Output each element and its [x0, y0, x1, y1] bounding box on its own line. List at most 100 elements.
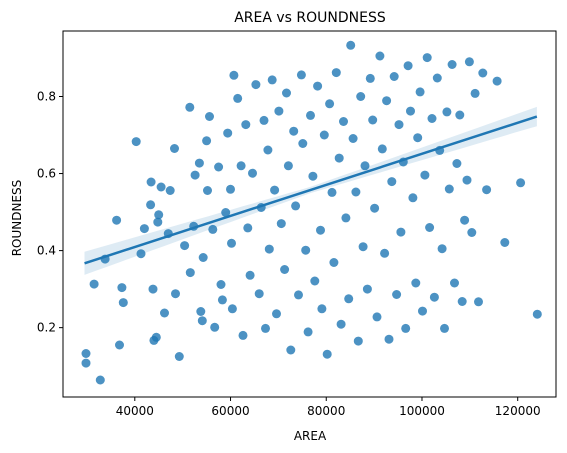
data-point — [482, 185, 492, 195]
data-point — [286, 345, 296, 355]
data-point — [203, 186, 212, 195]
data-point — [151, 332, 161, 342]
data-point — [377, 144, 387, 154]
data-point — [81, 349, 91, 358]
data-point — [462, 175, 472, 185]
data-point — [291, 201, 301, 211]
data-point — [131, 137, 141, 147]
data-point — [360, 161, 370, 171]
data-point — [81, 358, 91, 368]
data-point — [238, 330, 248, 340]
data-point — [196, 307, 206, 316]
chart-title: AREA vs ROUNDNESS — [234, 10, 386, 26]
data-point — [282, 88, 291, 98]
data-point — [440, 323, 449, 333]
data-point — [411, 278, 421, 288]
data-point — [331, 68, 341, 78]
data-point — [272, 309, 281, 319]
data-point — [210, 322, 220, 332]
data-point — [353, 336, 363, 346]
data-point — [415, 87, 425, 97]
y-tick-label: 0.8 — [37, 89, 56, 103]
data-point — [387, 177, 397, 187]
data-point — [296, 70, 306, 80]
data-point — [214, 162, 224, 172]
data-point — [444, 184, 454, 194]
data-point — [146, 177, 156, 187]
data-point — [303, 327, 313, 337]
data-point — [396, 227, 406, 237]
data-point — [516, 178, 526, 188]
data-point — [185, 268, 195, 278]
data-point — [442, 107, 452, 117]
data-point — [447, 60, 457, 69]
data-point — [289, 126, 299, 136]
data-point — [478, 68, 488, 78]
data-point — [202, 136, 212, 146]
data-point — [227, 238, 236, 248]
data-point — [356, 92, 366, 101]
data-point — [165, 186, 175, 195]
data-point — [254, 289, 264, 299]
data-point — [180, 241, 190, 251]
data-point — [429, 292, 439, 302]
data-point — [470, 88, 480, 98]
data-point — [450, 278, 459, 288]
x-tick-label: 40000 — [116, 404, 154, 418]
data-point — [437, 244, 447, 254]
data-point — [112, 215, 122, 225]
data-point — [198, 253, 208, 262]
data-point — [217, 295, 227, 305]
data-point — [322, 349, 332, 359]
data-point — [455, 110, 465, 120]
data-point — [294, 290, 303, 300]
data-point — [226, 184, 235, 194]
data-point — [452, 159, 462, 168]
plot-area — [81, 40, 542, 385]
data-point — [227, 304, 237, 314]
data-point — [115, 340, 124, 350]
data-point — [365, 73, 375, 83]
data-point — [370, 203, 380, 213]
data-point — [236, 161, 246, 171]
x-tick-label: 60000 — [211, 404, 249, 418]
data-point — [346, 40, 356, 50]
data-point — [368, 115, 378, 125]
data-point — [392, 290, 402, 299]
data-point — [194, 158, 204, 168]
data-point — [467, 228, 477, 237]
data-point — [160, 308, 169, 318]
data-point — [139, 224, 149, 234]
data-point — [310, 276, 320, 286]
data-point — [245, 270, 255, 280]
data-point — [251, 80, 261, 90]
data-point — [336, 319, 346, 329]
data-point — [283, 161, 293, 171]
data-point — [403, 61, 413, 71]
data-point — [298, 139, 308, 148]
data-point — [313, 81, 323, 91]
data-point — [325, 99, 335, 109]
data-point — [408, 193, 418, 203]
data-point — [532, 309, 542, 319]
data-point — [382, 96, 392, 106]
data-point — [351, 187, 361, 197]
y-axis-label: ROUNDNESS — [10, 180, 24, 257]
data-point — [362, 284, 372, 294]
data-point — [156, 182, 166, 192]
data-point — [422, 53, 432, 63]
y-tick-label: 0.2 — [37, 321, 56, 335]
data-point — [264, 244, 274, 254]
data-point — [308, 171, 318, 181]
data-point — [171, 289, 180, 299]
data-point — [259, 115, 269, 125]
data-point — [223, 128, 233, 138]
data-point — [241, 120, 251, 130]
data-point — [221, 208, 231, 217]
data-point — [413, 133, 423, 143]
data-point — [148, 284, 158, 294]
x-tick-label: 120000 — [495, 404, 541, 418]
data-point — [95, 375, 105, 385]
data-point — [117, 283, 127, 293]
